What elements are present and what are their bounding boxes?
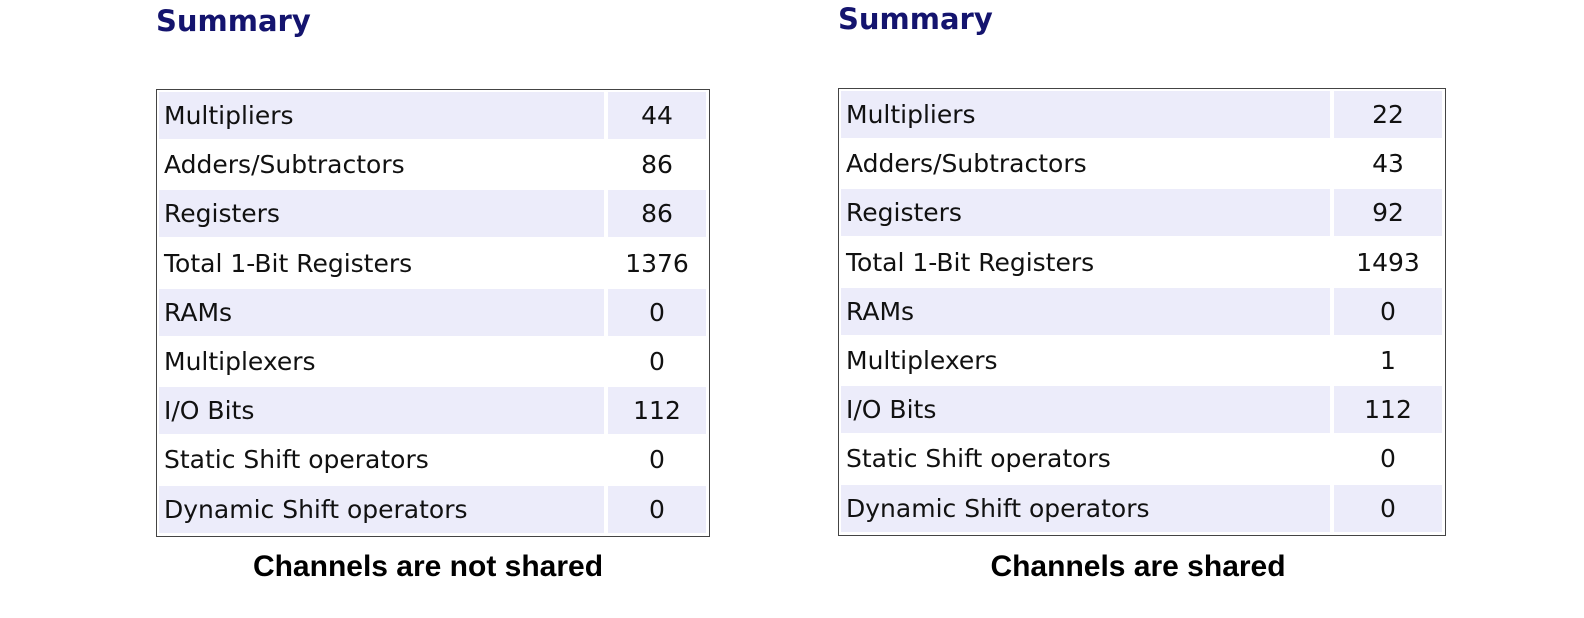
row-value: 112 (608, 387, 706, 435)
panel-caption: Channels are not shared (252, 550, 604, 583)
summary-table (838, 88, 1446, 536)
row-value: 1376 (625, 248, 689, 278)
row-label: Multiplexers (846, 346, 998, 375)
row-label: Dynamic Shift operators (841, 484, 1330, 532)
row-value: 0 (608, 485, 706, 533)
row-value: 0 (649, 347, 665, 376)
row-label: Multipliers (841, 91, 1330, 138)
row-label: Registers (841, 189, 1330, 237)
row-value: 0 (1380, 444, 1396, 474)
row-value: 0 (1334, 287, 1442, 335)
row-label: Dynamic Shift operators (159, 485, 604, 533)
row-value: 0 (608, 288, 706, 336)
row-label: I/O Bits (841, 386, 1330, 434)
row-label: Multiplexers (164, 347, 316, 376)
row-value: 86 (608, 190, 706, 238)
row-value: 1 (1380, 346, 1396, 375)
row-label: Adders/Subtractors (846, 149, 1087, 179)
panel-caption: Channels are shared (990, 550, 1286, 583)
row-label: Static Shift operators (846, 444, 1111, 474)
summary-table (156, 89, 710, 537)
row-label: Total 1-Bit Registers (164, 248, 413, 278)
row-label: Registers (159, 190, 604, 238)
row-value: 1493 (1356, 247, 1420, 277)
row-value: 43 (1372, 149, 1404, 179)
panel-title: Summary (838, 2, 993, 36)
row-value: 0 (649, 445, 665, 475)
row-label: RAMs (159, 288, 604, 336)
row-value: 0 (1334, 484, 1442, 532)
row-value: 92 (1334, 189, 1442, 237)
row-label: Total 1-Bit Registers (846, 247, 1095, 277)
panel-title: Summary (156, 4, 311, 38)
row-label: Adders/Subtractors (164, 150, 405, 180)
row-label: RAMs (841, 287, 1330, 335)
row-value: 86 (641, 150, 673, 180)
row-value: 112 (1334, 386, 1442, 434)
row-value: 22 (1334, 91, 1442, 138)
row-value: 44 (608, 92, 706, 139)
row-label: Static Shift operators (164, 445, 429, 475)
row-label: Multipliers (159, 92, 604, 139)
row-label: I/O Bits (159, 387, 604, 435)
